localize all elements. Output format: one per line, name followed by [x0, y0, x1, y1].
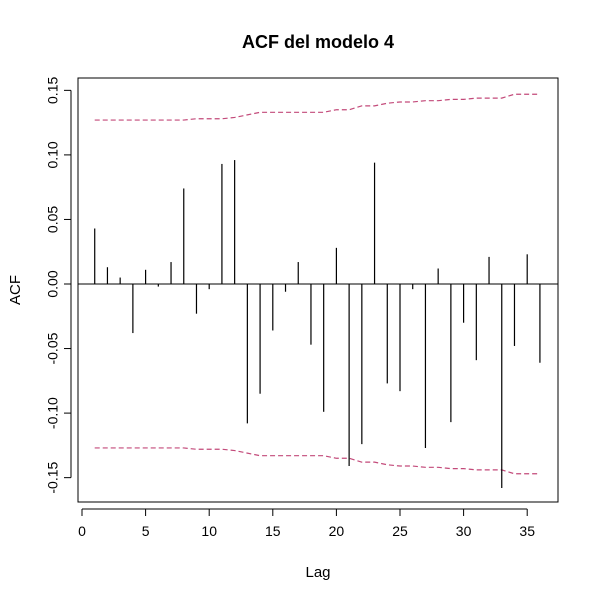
- plot-area: [78, 93, 558, 488]
- y-tick-label-5: 0.10: [45, 141, 61, 168]
- x-tick-label-35: 35: [519, 523, 535, 539]
- upper-confidence-bound: [94, 93, 540, 121]
- y-tick-label-0: -0.15: [45, 461, 61, 493]
- y-tick-label-6: 0.15: [45, 77, 61, 104]
- x-tick-label-15: 15: [265, 523, 281, 539]
- chart-title: ACF del modelo 4: [242, 32, 394, 52]
- plot-frame: [77, 77, 559, 503]
- x-tick-label-20: 20: [329, 523, 345, 539]
- y-tick-label-4: 0.05: [45, 206, 61, 233]
- x-tick-label-0: 0: [78, 523, 86, 539]
- x-tick-label-5: 5: [142, 523, 150, 539]
- y-axis-label: ACF: [7, 275, 24, 305]
- lower-confidence-bound: [94, 447, 540, 475]
- y-tick-label-3: 0.00: [45, 270, 61, 297]
- x-axis-label: Lag: [305, 564, 330, 581]
- y-tick-label-1: -0.10: [45, 397, 61, 429]
- plot-axes: 0 5 10 15 20 25 30 35 -0.15 -0.10 -0.05 0.00 0.05 0.1…: [45, 77, 559, 539]
- y-tick-label-2: -0.05: [45, 332, 61, 364]
- x-tick-label-30: 30: [456, 523, 472, 539]
- x-tick-label-10: 10: [201, 523, 217, 539]
- x-tick-label-25: 25: [392, 523, 408, 539]
